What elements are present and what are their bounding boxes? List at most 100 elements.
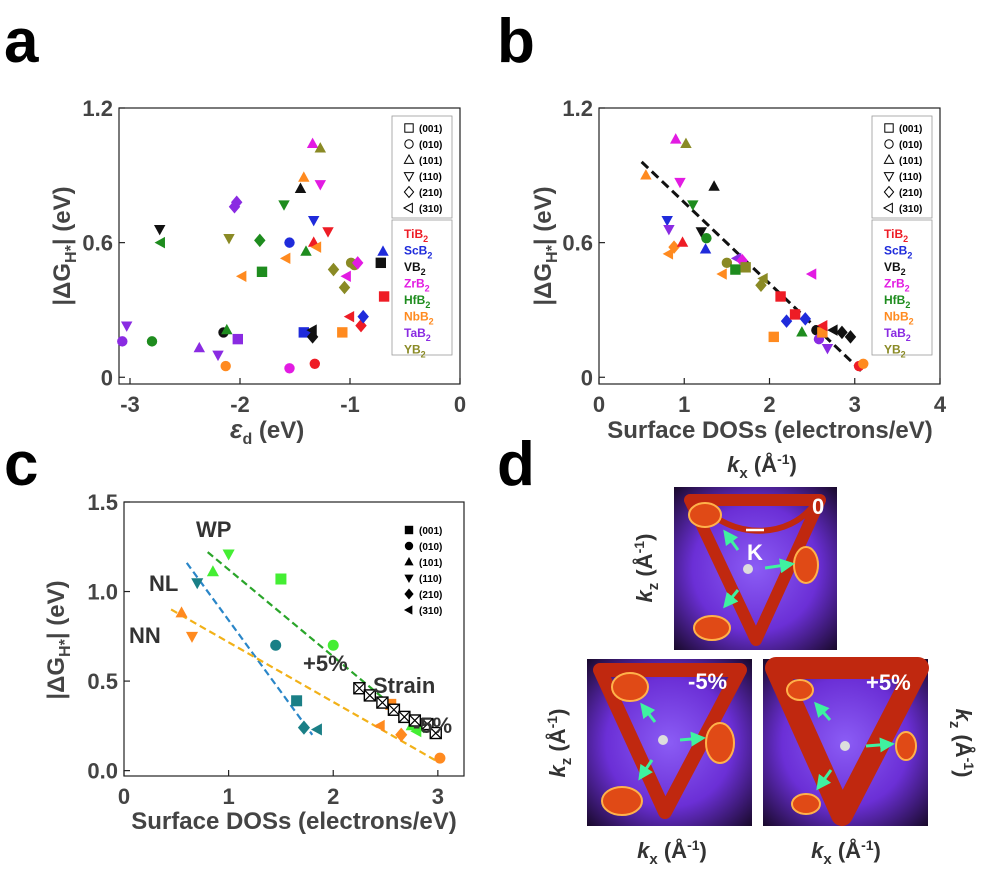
data-point	[221, 323, 233, 335]
data-point	[740, 262, 751, 273]
annotation-minus5: -5%	[413, 713, 452, 738]
points-b	[640, 133, 869, 372]
legend-facet-label: (010)	[419, 140, 442, 151]
fit-line-c	[185, 562, 314, 736]
data-point	[858, 358, 869, 370]
tag-plus5: +5%	[866, 670, 911, 695]
legend-material-label: TaB2	[404, 326, 431, 343]
data-point	[327, 639, 339, 651]
legend-facet-label: (210)	[419, 188, 442, 199]
annotation-wp: WP	[196, 517, 231, 542]
legend-material-label: HfB2	[884, 293, 910, 310]
data-point	[146, 336, 158, 347]
data-point	[120, 321, 133, 332]
data-point	[256, 266, 268, 278]
data-point	[377, 245, 389, 256]
data-point	[300, 245, 312, 256]
data-point	[378, 291, 390, 302]
data-point	[275, 573, 287, 585]
arrow-0-c	[723, 589, 740, 609]
legend-marker	[404, 556, 414, 566]
kx-label-top: kx (Å-1)	[727, 451, 797, 482]
legend-marker	[882, 202, 893, 214]
data-point	[680, 137, 692, 149]
legend-materials-box-a	[391, 219, 453, 356]
data-point	[398, 710, 411, 724]
data-point	[668, 240, 680, 254]
bz-map-0: K 0	[674, 487, 837, 650]
legend-facet-label: (010)	[419, 542, 442, 553]
data-point	[708, 180, 720, 191]
panel-label-b: b	[497, 7, 535, 76]
legend-facet-label: (210)	[899, 188, 922, 199]
kx-label-left: kx (Å-1)	[637, 837, 707, 868]
data-point	[206, 565, 219, 577]
x-tick-label-a: -2	[230, 392, 250, 417]
legend-facet-label: (310)	[419, 204, 442, 215]
legend-material-label: YB2	[884, 343, 906, 360]
data-point	[232, 333, 243, 345]
bz-map-plus5-pocket-2	[895, 731, 917, 761]
data-point	[375, 257, 386, 269]
data-point	[775, 291, 786, 302]
x-tick-label-c: 3	[432, 784, 444, 809]
x-axis-label-b: Surface DOSs (electrons/eV)	[607, 417, 932, 444]
fit-line-c	[206, 551, 429, 736]
data-point	[687, 200, 699, 211]
data-point	[816, 319, 828, 332]
data-point	[353, 682, 366, 695]
data-point	[768, 331, 779, 343]
data-point	[805, 268, 817, 280]
legend-marker	[883, 153, 895, 164]
bz-map-0-pocket-2	[793, 546, 819, 584]
plot-frame-c	[123, 501, 465, 777]
data-point	[154, 236, 165, 249]
data-point	[662, 248, 674, 260]
data-point	[721, 257, 733, 269]
y-tick-label-b: 0.6	[562, 231, 593, 256]
arrow-0-b	[764, 558, 795, 574]
legend-marker	[884, 139, 894, 149]
legend-facets-a: (001) (010) (101) (110) (210) (310)	[402, 123, 442, 215]
legend-facet-label: (110)	[899, 172, 922, 183]
arrow-p5-a	[814, 701, 832, 721]
chart-a: -3 -2 -1 0 0 0.6 1.2 εd (eV) |ΔGH*| (eV) (001)…	[49, 96, 466, 448]
legend-material-label: TiB2	[884, 227, 908, 244]
x-tick-label-a: -3	[120, 392, 140, 417]
tick-group-a: -3 -2 -1 0 0 0.6 1.2	[82, 96, 466, 417]
y-tick-label-b: 0	[581, 365, 593, 390]
data-point	[307, 216, 320, 227]
data-point	[821, 343, 834, 355]
data-point	[306, 330, 319, 344]
points-c	[175, 549, 446, 764]
data-point	[310, 241, 322, 253]
arrow-0-a	[723, 529, 740, 551]
legend-a: (001) (010) (101) (110) (210) (310) TiB2ScB2V…	[391, 115, 453, 360]
data-point	[363, 689, 377, 702]
x-tick-label-a: -1	[340, 392, 360, 417]
legend-marker	[404, 574, 414, 584]
legend-material-label: ScB2	[884, 244, 912, 261]
data-point	[220, 360, 231, 372]
legend-marker	[402, 202, 413, 214]
x-tick-label-b: 2	[763, 392, 775, 417]
data-point	[278, 200, 290, 211]
legend-material-label: ScB2	[404, 244, 432, 261]
fit-line-c	[170, 608, 439, 763]
data-point	[376, 696, 389, 709]
y-axis-label-c: |ΔGH*| (eV)	[43, 580, 74, 699]
kz-label-right: kz (Å-1)	[946, 709, 977, 778]
legend-facet-label: (001)	[419, 526, 442, 537]
data-point	[279, 252, 291, 265]
data-point	[175, 606, 188, 618]
tick-group-b: 0 1 2 3 4 0 0.6 1.2	[562, 96, 946, 417]
x-tick-label-c: 2	[327, 784, 339, 809]
data-point	[193, 341, 206, 353]
data-point	[297, 720, 310, 735]
annotation-strain: Strain	[373, 673, 435, 698]
legend-marker	[883, 185, 895, 199]
legend-material-label: TiB2	[404, 227, 428, 244]
data-point	[309, 358, 320, 370]
data-point	[699, 243, 712, 254]
bz-map-minus5-pocket-3	[601, 786, 643, 816]
